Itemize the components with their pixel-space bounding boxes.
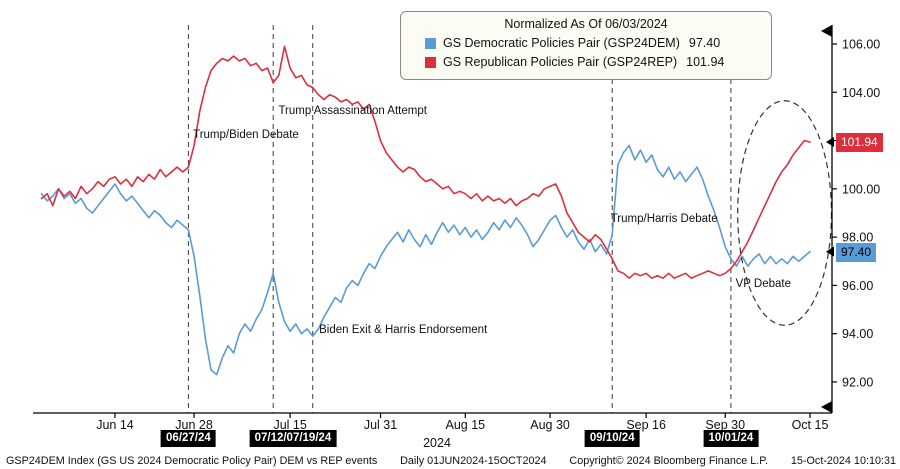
footer-copyright: Copyright© 2024 Bloomberg Finance L.P. [569,455,769,467]
x-axis-tick-label: Jun 28 [175,418,213,432]
footer-date-range: Daily 01JUN2024-15OCT2024 [400,455,547,467]
legend-item-dem-label: GS Democratic Policies Pair (GSP24DEM) [443,36,680,50]
y-axis-tick-label: 106.00 [842,38,880,52]
event-date-badge: 09/10/24 [584,430,640,447]
x-axis-tick-label: Aug 15 [445,418,485,432]
price-arrow-icon [826,246,834,257]
legend-item-rep-value: 101.94 [686,54,725,69]
x-axis-tick-label: Sep 16 [626,418,666,432]
dem-color-swatch [425,37,436,49]
x-axis-tick-label: Sep 30 [705,418,745,432]
annotation-label: Biden Exit & Harris Endorsement [319,324,488,337]
y-axis-tick-label: 94.00 [842,327,873,341]
x-axis-tick-label: Aug 30 [530,418,570,432]
annotation-label: Trump/Harris Debate [610,213,718,226]
series-line-GSP24DEM [40,144,811,376]
legend-title: Normalized As Of 06/03/2024 [504,17,668,31]
dem-last-price-badge: 97.40 [836,242,877,262]
y-axis-tick-label: 104.00 [842,86,880,100]
legend-item-rep: GS Republican Policies Pair (GSP24REP) 1… [411,53,761,72]
legend-item-dem: GS Democratic Policies Pair (GSP24DEM) 9… [411,34,761,53]
rep-color-swatch [425,56,436,68]
event-date-badge: 10/01/24 [703,430,759,447]
legend-item-dem-value: 97.40 [688,36,721,50]
y-axis-bottom-arrow-icon [821,401,832,413]
legend-box: Normalized As Of 06/03/2024 GS Democrati… [400,11,772,80]
x-axis-tick-label: Oct 15 [792,418,829,432]
rep-last-price-badge: 101.94 [836,133,883,152]
series-line-GSP24REP [40,45,811,280]
footer-timestamp: 15-Oct-2024 10:10:31 [790,455,896,467]
footer-text: GSP24DEM Index (GS US 2024 Democratic Po… [6,455,896,467]
annotation-label: Trump Assassination Attempt [278,104,427,117]
footer-ticker-description: GSP24DEM Index (GS US 2024 Democratic Po… [6,455,378,467]
y-axis-tick-label: 92.00 [842,375,873,389]
price-arrow-icon [826,137,834,148]
y-axis-top-arrow-icon [821,25,832,37]
y-axis-tick-label: 98.00 [842,231,873,245]
highlight-ellipse [737,100,833,326]
event-date-badge: 07/12/07/19/24 [249,430,337,447]
x-axis-year-label: 2024 [423,436,451,450]
x-axis-tick-label: Jul 15 [273,418,306,432]
x-axis-tick-label: Jun 14 [96,418,134,432]
annotation-label: Trump/Biden Debate [193,128,299,141]
x-axis-tick-label: Jul 31 [364,418,397,432]
y-axis-tick-label: 96.00 [842,279,873,293]
legend-item-rep-label: GS Republican Policies Pair (GSP24REP) [443,54,678,69]
annotation-label: VP Debate [735,278,791,291]
event-date-badge: 06/27/24 [161,430,216,447]
y-axis-tick-label: 100.00 [842,182,880,196]
